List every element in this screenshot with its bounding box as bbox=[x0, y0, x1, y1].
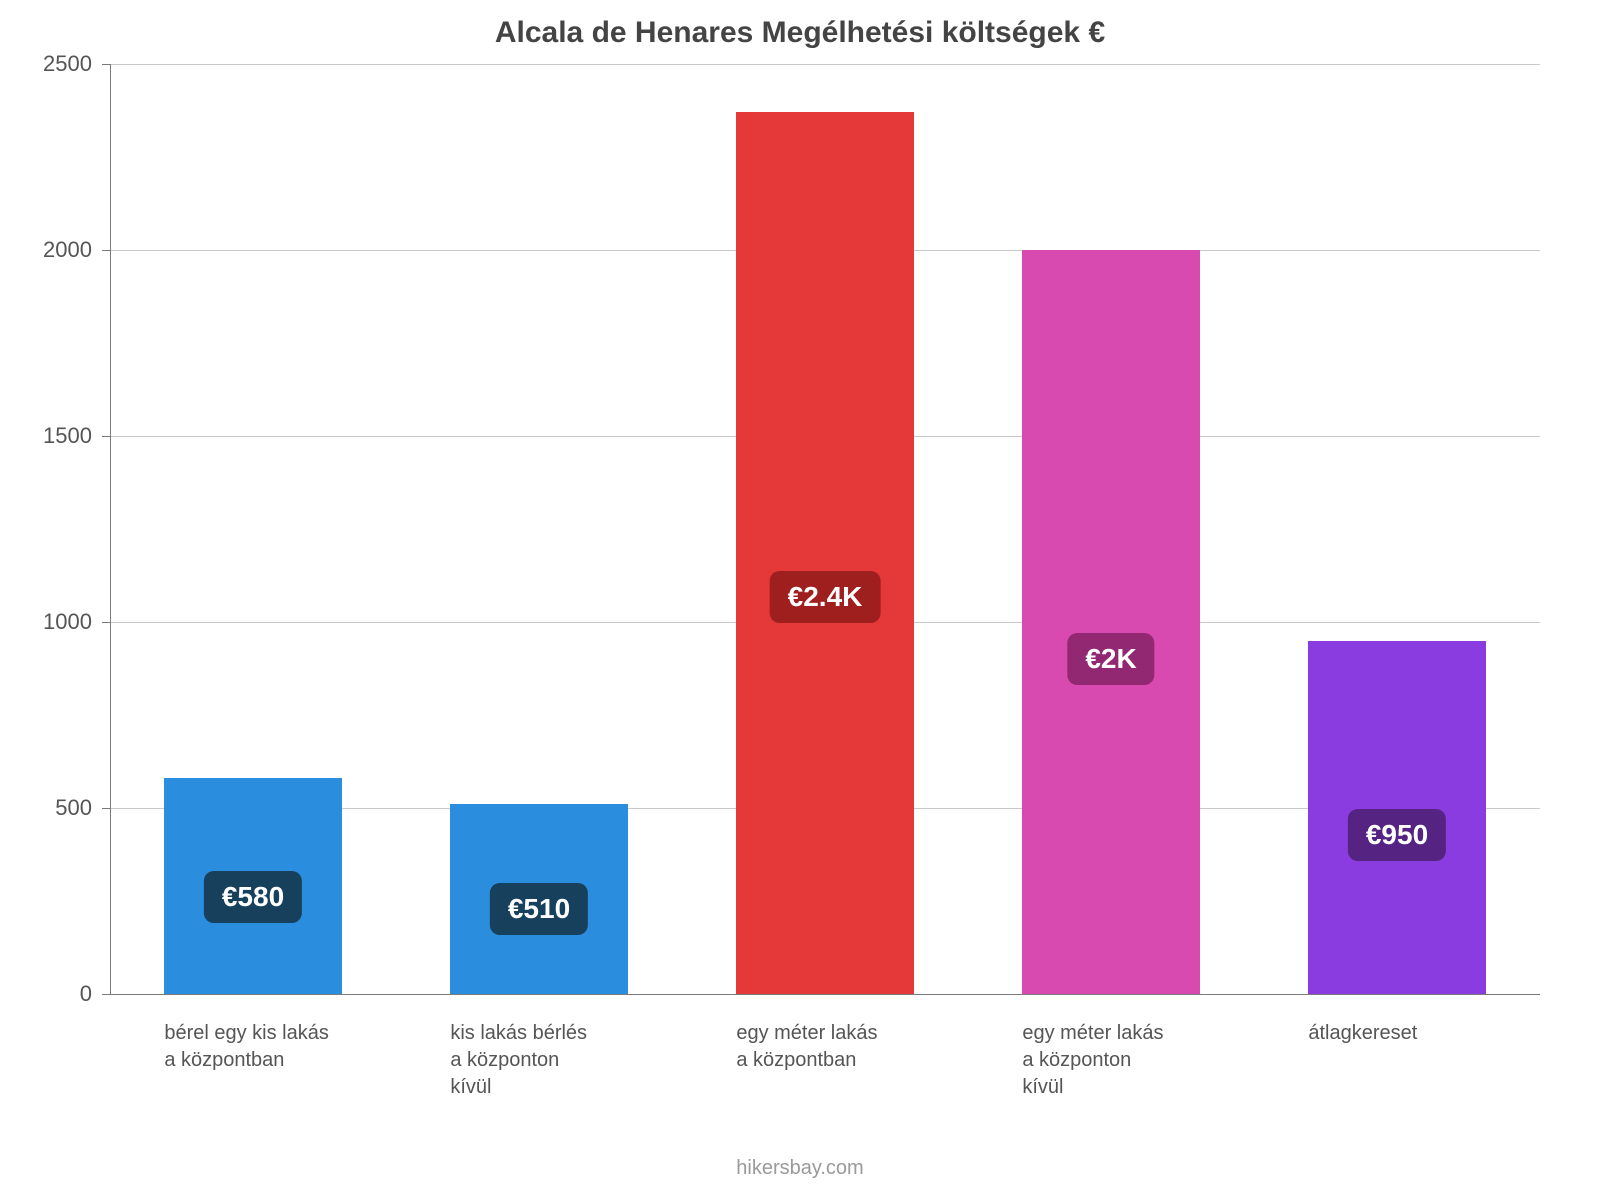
x-tick-label-line: a központban bbox=[164, 1047, 381, 1074]
y-tick bbox=[102, 622, 110, 623]
y-tick bbox=[102, 64, 110, 65]
y-axis bbox=[110, 64, 111, 994]
y-tick bbox=[102, 436, 110, 437]
x-tick-label: kis lakás bérlésa központonkívül bbox=[450, 1020, 667, 1101]
x-tick-label-line: egy méter lakás bbox=[736, 1020, 953, 1047]
y-tick-label: 1000 bbox=[43, 609, 92, 635]
bar-value-badge: €950 bbox=[1348, 809, 1446, 861]
bar-value-badge: €510 bbox=[490, 883, 588, 935]
x-tick-label: bérel egy kis lakása központban bbox=[164, 1020, 381, 1074]
chart-footer: hikersbay.com bbox=[0, 1157, 1600, 1180]
bar-value-badge: €580 bbox=[204, 871, 302, 923]
y-tick-label: 1500 bbox=[43, 423, 92, 449]
x-tick-label-line: a központon bbox=[450, 1047, 667, 1074]
cost-of-living-chart: Alcala de Henares Megélhetési költségek … bbox=[0, 0, 1600, 1200]
x-tick-label: egy méter lakása központban bbox=[736, 1020, 953, 1074]
y-tick bbox=[102, 808, 110, 809]
y-tick bbox=[102, 994, 110, 995]
x-tick-label-line: egy méter lakás bbox=[1022, 1020, 1239, 1047]
bar bbox=[736, 112, 913, 994]
x-tick-label-line: a központban bbox=[736, 1047, 953, 1074]
chart-title: Alcala de Henares Megélhetési költségek … bbox=[0, 16, 1600, 50]
x-tick-label-line: bérel egy kis lakás bbox=[164, 1020, 381, 1047]
x-axis bbox=[110, 994, 1540, 995]
grid-line bbox=[110, 64, 1540, 65]
y-tick bbox=[102, 250, 110, 251]
bar-value-badge: €2.4K bbox=[770, 571, 881, 623]
x-tick-label: egy méter lakása központonkívül bbox=[1022, 1020, 1239, 1101]
x-tick-label-line: a központon bbox=[1022, 1047, 1239, 1074]
x-tick-label: átlagkereset bbox=[1308, 1020, 1525, 1047]
bar bbox=[1022, 250, 1199, 994]
x-tick-label-line: kívül bbox=[1022, 1074, 1239, 1101]
x-tick-label-line: kis lakás bérlés bbox=[450, 1020, 667, 1047]
plot-area: 05001000150020002500€580bérel egy kis la… bbox=[110, 64, 1540, 994]
y-tick-label: 500 bbox=[55, 795, 92, 821]
bar-value-badge: €2K bbox=[1067, 633, 1154, 685]
y-tick-label: 0 bbox=[80, 981, 92, 1007]
y-tick-label: 2500 bbox=[43, 51, 92, 77]
y-tick-label: 2000 bbox=[43, 237, 92, 263]
x-tick-label-line: kívül bbox=[450, 1074, 667, 1101]
x-tick-label-line: átlagkereset bbox=[1308, 1020, 1525, 1047]
